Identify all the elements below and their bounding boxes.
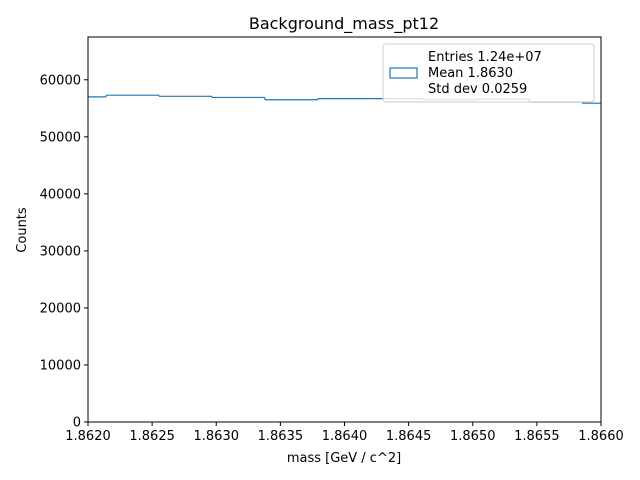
legend-entries: Entries 1.24e+07 bbox=[428, 50, 542, 65]
legend-mean: Mean 1.8630 bbox=[428, 66, 513, 81]
y-axis-ticks: 0 10000 20000 30000 40000 50000 60000 bbox=[40, 73, 88, 431]
y-tick-label: 20000 bbox=[40, 301, 81, 316]
legend: Entries 1.24e+07 Mean 1.8630 Std dev 0.0… bbox=[382, 43, 595, 103]
y-tick-label: 30000 bbox=[40, 244, 81, 259]
x-axis-ticks: 1.8620 1.8625 1.8630 1.8635 1.8640 1.8645 1.86… bbox=[65, 422, 624, 444]
legend-box bbox=[382, 43, 595, 103]
y-tick-label: 60000 bbox=[40, 73, 81, 88]
y-tick-label: 10000 bbox=[40, 358, 81, 373]
x-tick-label: 1.8640 bbox=[322, 429, 368, 444]
x-tick-label: 1.8625 bbox=[129, 429, 175, 444]
y-axis-label: Counts bbox=[15, 207, 30, 253]
x-axis-label: mass [GeV / c^2] bbox=[287, 451, 401, 466]
legend-swatch bbox=[389, 67, 418, 79]
x-tick-label: 1.8655 bbox=[514, 429, 560, 444]
x-tick-label: 1.8635 bbox=[258, 429, 304, 444]
x-tick-label: 1.8660 bbox=[578, 429, 624, 444]
y-tick-label: 0 bbox=[73, 416, 81, 431]
y-tick-label: 50000 bbox=[40, 130, 81, 145]
legend-stddev: Std dev 0.0259 bbox=[428, 82, 527, 97]
x-tick-label: 1.8630 bbox=[194, 429, 240, 444]
y-tick-label: 40000 bbox=[40, 187, 81, 202]
x-tick-label: 1.8645 bbox=[386, 429, 432, 444]
x-tick-label: 1.8620 bbox=[65, 429, 111, 444]
chart-title: Background_mass_pt12 bbox=[249, 14, 439, 34]
x-tick-label: 1.8650 bbox=[450, 429, 496, 444]
